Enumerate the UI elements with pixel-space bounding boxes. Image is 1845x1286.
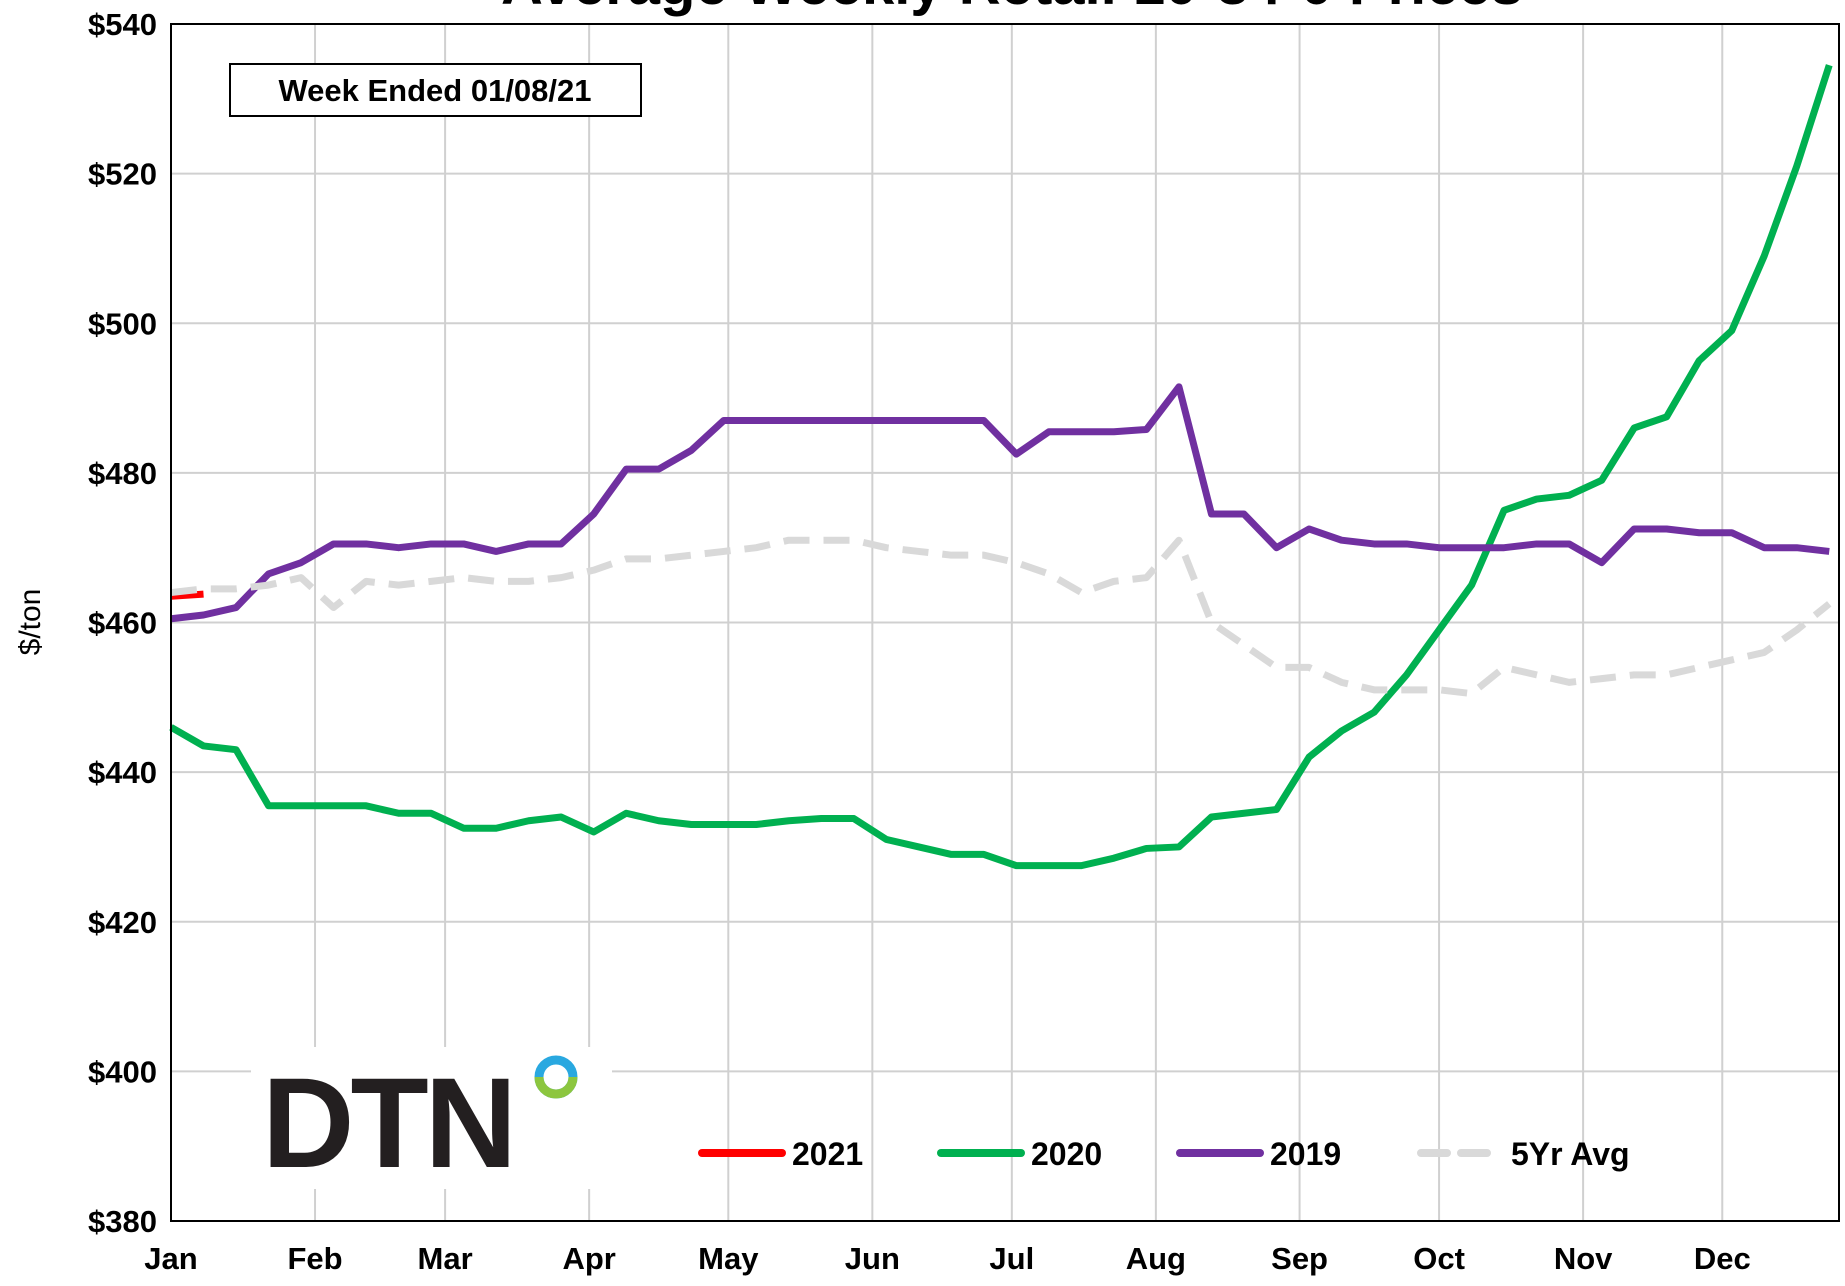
annotation: Week Ended 01/08/21	[278, 73, 591, 108]
x-tick-label: Jan	[144, 1241, 197, 1276]
lines	[169, 64, 1833, 870]
y-tick-label: $400	[88, 1054, 157, 1089]
legend: 2021 2020 2019 5Yr Avg	[698, 1136, 1630, 1172]
x-tick-label: Jul	[989, 1241, 1034, 1276]
y-tick-label: $520	[88, 157, 157, 192]
logo-ring-lower	[534, 1076, 578, 1099]
chart-title: Average Weekly Retail 10-34-0 Prices	[501, 0, 1523, 17]
x-tick-label: Jun	[845, 1241, 900, 1276]
y-axis-label: $/ton	[14, 589, 47, 656]
legend-label: 2020	[1031, 1136, 1102, 1172]
series-line	[170, 590, 204, 600]
y-tick-label: $480	[88, 456, 157, 491]
legend-label: 5Yr Avg	[1511, 1136, 1630, 1172]
grid	[170, 23, 1839, 1222]
legend-label: 2021	[792, 1136, 863, 1172]
logo-background	[251, 1047, 612, 1189]
x-tick-label: Feb	[287, 1241, 342, 1276]
y-tick-label: $540	[88, 7, 157, 42]
annotation-box	[229, 63, 642, 117]
x-tick-label: Nov	[1554, 1241, 1613, 1276]
logo: DTN	[262, 1052, 513, 1195]
y-tick-label: $380	[88, 1204, 157, 1239]
x-tick-label: Oct	[1413, 1241, 1465, 1276]
x-tick-label: Aug	[1126, 1241, 1186, 1276]
series-line	[169, 64, 1833, 870]
legend-label: 2019	[1270, 1136, 1341, 1172]
x-tick-label: Apr	[562, 1241, 615, 1276]
x-tick-label: Dec	[1694, 1241, 1751, 1276]
y-tick-label: $500	[88, 306, 157, 341]
y-tick-label: $460	[88, 606, 157, 641]
series-line	[170, 383, 1830, 623]
y-tick-label: $440	[88, 755, 157, 790]
series-line	[170, 536, 1832, 698]
plot-frame	[170, 23, 1840, 1222]
x-tick-label: May	[698, 1241, 759, 1276]
x-tick-label: Sep	[1271, 1241, 1328, 1276]
y-tick-label: $420	[88, 905, 157, 940]
x-tick-label: Mar	[418, 1241, 473, 1276]
